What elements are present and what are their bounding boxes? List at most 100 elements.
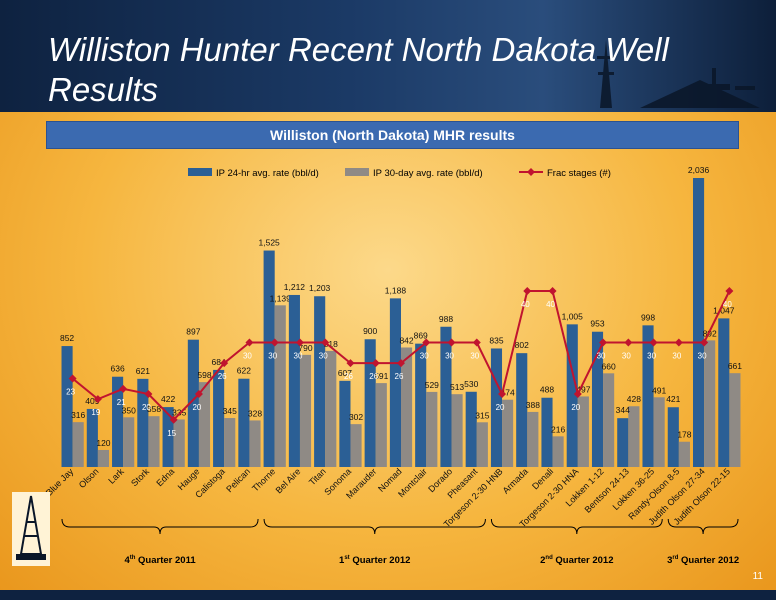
legend-label-0: IP 24-hr avg. rate (bbl/d) [216,168,319,179]
bar-ip30-8 [274,305,286,467]
bar-ip24-16 [465,391,477,467]
frac-label-2: 21 [117,398,126,407]
frac-label-20: 20 [571,403,580,412]
frac-label-17: 20 [496,403,505,412]
category-label-10: Titan [307,466,328,487]
frac-point-18 [523,287,532,295]
frac-label-9: 30 [294,352,303,361]
bar-ip30-18 [527,411,539,467]
frac-label-8: 30 [268,352,277,361]
frac-point-5 [194,390,203,398]
bar-ip24-0 [61,346,73,467]
frac-label-22: 30 [622,352,631,361]
frac-point-16 [472,338,481,347]
frac-point-13 [397,359,405,368]
bar-ip24-20 [566,324,578,467]
label-ip30-26: 661 [728,361,742,371]
bar-ip30-21 [603,373,615,467]
label-ip24-10: 1,203 [309,283,331,293]
label-ip24-6: 684 [212,357,226,367]
bar-ip24-24 [667,407,679,467]
frac-point-21 [599,338,608,347]
frac-label-15: 30 [445,352,454,361]
label-ip30-2: 350 [122,405,136,415]
bar-ip30-10 [325,350,337,467]
label-ip24-0: 852 [60,333,74,343]
bar-ip30-0 [72,422,84,467]
bar-ip24-2 [112,376,124,467]
label-ip30-7: 328 [248,408,262,418]
label-ip30-12: 591 [374,371,388,381]
bar-ip30-25 [704,340,716,467]
category-label-3: Stork [129,466,151,488]
frac-point-15 [447,338,456,347]
category-label-4: Edna [154,466,176,488]
category-label-9: Bel Aire [274,466,303,495]
bar-ip30-17 [502,399,514,467]
bar-ip30-4 [173,419,185,467]
frac-point-3 [144,390,153,398]
bar-ip30-9 [299,354,312,467]
label-ip24-12: 900 [363,326,377,336]
label-ip24-16: 530 [464,379,478,389]
label-ip30-9: 790 [298,343,312,353]
bar-ip24-5 [187,339,199,467]
frac-point-22 [624,338,633,347]
frac-label-26: 40 [723,300,732,309]
frac-point-19 [548,287,557,295]
bar-ip30-11 [350,424,362,467]
label-ip30-16: 315 [475,410,489,420]
header-band [0,0,776,112]
label-ip24-19: 488 [540,385,554,395]
label-ip24-5: 897 [186,327,200,337]
label-ip30-23: 491 [652,385,666,395]
label-ip30-17: 474 [501,388,515,398]
frac-label-12: 26 [369,372,378,381]
quarter-label-1: 1st Quarter 2012 [339,555,410,566]
frac-point-26 [725,287,734,295]
frac-label-19: 40 [546,300,555,309]
label-ip30-13: 842 [399,335,413,345]
frac-point-25 [700,338,709,347]
bar-ip24-18 [516,353,528,467]
frac-point-14 [422,338,431,347]
label-ip30-11: 302 [349,412,363,422]
frac-point-6 [220,359,229,368]
frac-point-10 [321,338,330,347]
category-label-7: Pelican [224,466,252,494]
bar-ip24-3 [137,378,149,467]
label-ip30-5: 598 [197,370,211,380]
bar-ip24-13 [389,298,401,467]
quarter-label-0: 4th Quarter 2011 [124,555,196,566]
category-label-2: Lark [106,466,126,486]
quarter-bracket-2 [490,518,663,535]
bar-ip24-12 [364,339,376,467]
frac-label-11: 26 [344,372,353,381]
label-ip24-1: 409 [85,396,99,406]
label-ip30-15: 513 [450,382,464,392]
label-ip30-4: 335 [172,407,186,417]
frac-point-8 [270,338,279,347]
frac-point-4 [169,415,178,424]
label-ip30-8: 1,139 [270,293,292,303]
label-ip30-25: 892 [703,328,717,338]
bar-ip24-19 [541,397,553,467]
label-ip30-20: 497 [576,384,590,394]
label-ip24-24: 421 [666,394,680,404]
frac-point-9 [295,338,304,347]
frac-label-23: 30 [647,352,656,361]
bar-ip24-14 [415,343,427,467]
frac-point-20 [573,390,582,398]
bar-ip24-25 [692,178,705,467]
frac-label-5: 20 [192,403,201,412]
frac-point-23 [649,338,658,347]
label-ip24-23: 998 [641,312,655,322]
quarter-bracket-1 [263,518,486,535]
bar-ip30-7 [249,420,261,467]
label-ip24-13: 1,188 [385,285,407,295]
frac-label-3: 20 [142,403,151,412]
bar-ip24-4 [162,407,174,467]
bar-ip30-26 [729,373,741,467]
label-ip30-19: 216 [551,424,565,434]
